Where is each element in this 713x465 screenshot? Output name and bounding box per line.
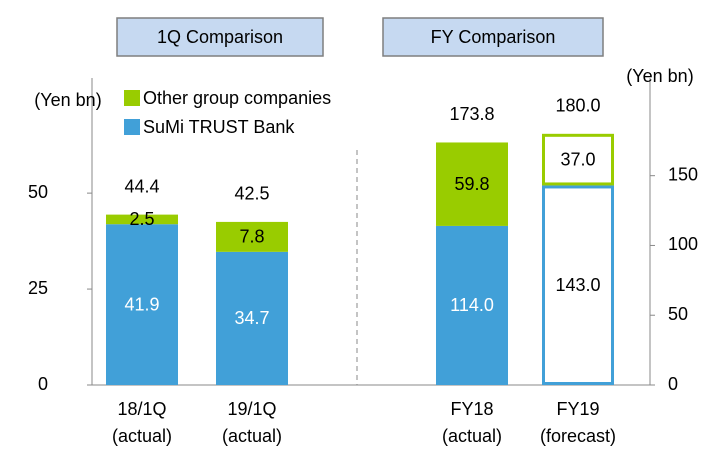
bar-segment <box>542 133 614 186</box>
y-tick-label: 150 <box>668 164 698 184</box>
value-label: 7.8 <box>239 227 264 247</box>
total-label: 42.5 <box>234 184 269 204</box>
value-label: 34.7 <box>234 308 269 328</box>
x-tick-label: 18/1Q <box>117 399 166 419</box>
x-tick-label: FY19 <box>556 399 599 419</box>
bar-segment <box>436 225 508 385</box>
x-tick-label: (actual) <box>442 426 502 446</box>
y-tick-label: 0 <box>668 374 678 394</box>
legend-label: SuMi TRUST Bank <box>143 117 295 137</box>
legend-swatch <box>124 119 140 135</box>
value-label: 41.9 <box>124 294 159 314</box>
y-tick-label: 25 <box>28 278 48 298</box>
value-label: 37.0 <box>560 149 595 169</box>
value-label: 2.5 <box>129 209 154 229</box>
x-tick-label: (forecast) <box>540 426 616 446</box>
y-tick-label: 50 <box>28 182 48 202</box>
bar-segment <box>216 221 288 252</box>
bar-segment <box>106 224 178 385</box>
total-label: 180.0 <box>555 96 600 116</box>
header-title: 1Q Comparison <box>157 27 283 47</box>
value-label: 59.8 <box>454 174 489 194</box>
legend-swatch <box>124 90 140 106</box>
header-box <box>116 17 324 57</box>
y-axis-label: (Yen bn) <box>626 66 693 86</box>
legend-label: Other group companies <box>143 88 331 108</box>
x-tick-label: FY18 <box>450 399 493 419</box>
y-tick-label: 100 <box>668 234 698 254</box>
x-tick-label: 19/1Q <box>227 399 276 419</box>
x-tick-label: (actual) <box>222 426 282 446</box>
y-tick-label: 0 <box>38 374 48 394</box>
bar-segment <box>436 142 508 226</box>
header-title: FY Comparison <box>431 27 556 47</box>
header-box <box>382 17 604 57</box>
y-tick-label: 50 <box>668 304 688 324</box>
bar-segment <box>542 185 614 385</box>
total-label: 44.4 <box>124 176 159 196</box>
bar-segment <box>216 251 288 385</box>
x-tick-label: (actual) <box>112 426 172 446</box>
y-axis-label: (Yen bn) <box>34 90 101 110</box>
value-label: 143.0 <box>555 275 600 295</box>
total-label: 173.8 <box>449 104 494 124</box>
value-label: 114.0 <box>450 295 494 315</box>
bar-segment <box>106 214 178 225</box>
